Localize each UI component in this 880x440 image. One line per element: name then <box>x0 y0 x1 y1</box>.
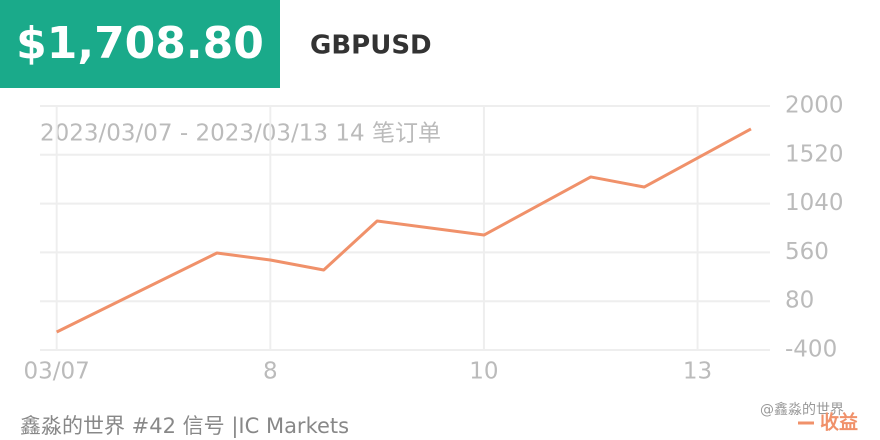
y-tick-label: 2000 <box>785 93 844 119</box>
y-tick-label: 80 <box>785 288 814 314</box>
y-tick-label: 560 <box>785 239 829 265</box>
line <box>56 127 752 334</box>
subtitle: 2023/03/07 - 2023/03/13 14 笔订单 <box>40 121 441 147</box>
x-tick-label: 8 <box>263 359 278 385</box>
y-tick-label: -400 <box>785 337 837 363</box>
x-tick-label: 13 <box>683 359 712 385</box>
price-box <box>0 0 280 88</box>
price: $1,708.80 <box>16 18 264 69</box>
y-tick-label: 1040 <box>785 190 844 216</box>
x-tick-label: 03/07 <box>24 359 90 385</box>
legend-label: 收益 <box>820 411 858 434</box>
watermark: @鑫淼的世界 <box>760 401 844 418</box>
symbol: GBPUSD <box>310 31 432 61</box>
source: 鑫淼的世界 #42 信号 |IC Markets <box>20 414 349 439</box>
y-tick-label: 1520 <box>785 141 844 167</box>
x-tick-label: 10 <box>469 359 498 385</box>
